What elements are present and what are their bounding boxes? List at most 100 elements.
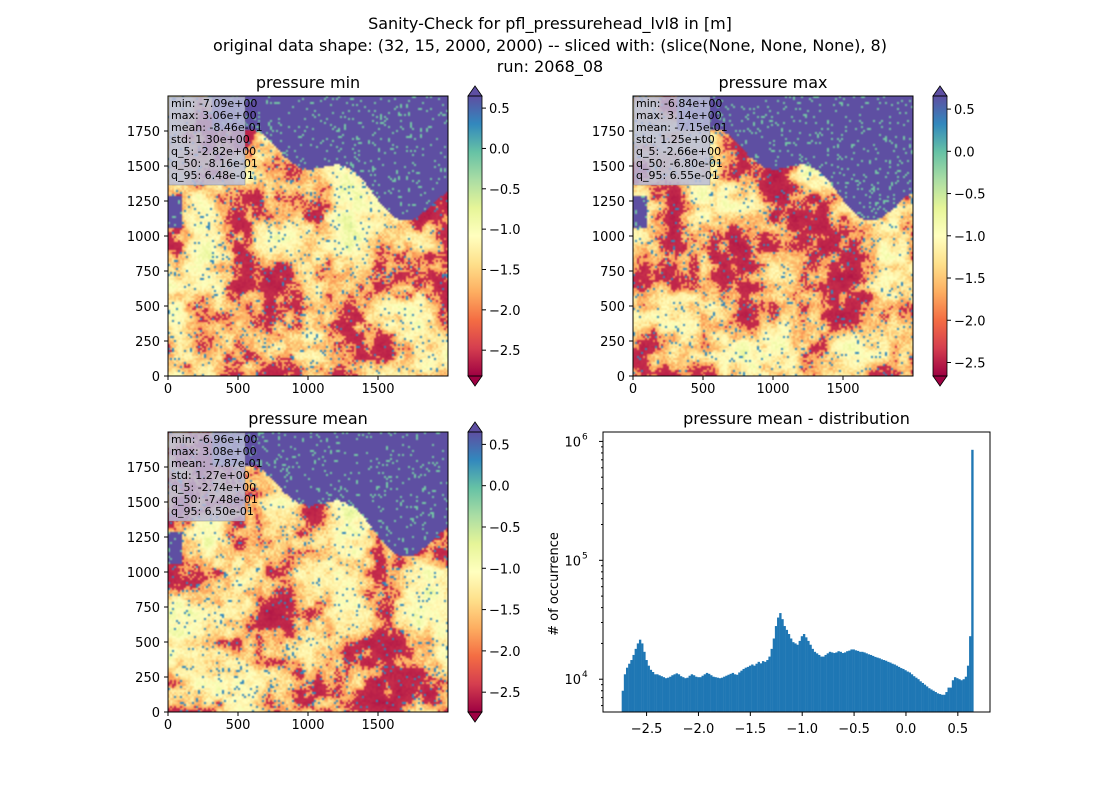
histogram-bar [757, 661, 760, 712]
histogram-bar [921, 682, 924, 712]
histogram-bar [846, 651, 849, 712]
histogram-bar [688, 675, 691, 712]
y-tick-label: 500 [135, 636, 160, 651]
histogram-bar [705, 672, 709, 712]
histogram-bar [906, 671, 909, 712]
colorbar-tick-label: −0.5 [954, 188, 986, 203]
y-tick-label: 500 [600, 300, 625, 315]
histogram-bar [658, 675, 661, 712]
histogram-bar [880, 659, 883, 712]
histogram-bar [742, 668, 745, 712]
histogram-bar [733, 674, 737, 712]
histogram-bar [723, 676, 726, 712]
colorbar-tick-label: 0.5 [489, 438, 510, 453]
histogram-bar [809, 644, 812, 712]
stats-box [168, 96, 246, 186]
stats-box [633, 96, 711, 186]
histogram-bar [772, 638, 776, 712]
histogram-bar [874, 656, 877, 712]
histogram-bar [684, 678, 687, 712]
suptitle-line-2: original data shape: (32, 15, 2000, 2000… [213, 36, 887, 55]
histogram-bar [673, 674, 676, 712]
y-tick-label: 1750 [127, 461, 160, 476]
histogram-bar [641, 643, 644, 712]
x-tick-label: −2.0 [683, 722, 715, 737]
stats-line: max: 3.08e+00 [171, 445, 257, 458]
histogram-bar [802, 634, 806, 712]
colorbar-tick-label: −2.5 [489, 686, 521, 701]
colorbar-extend-bottom [467, 375, 483, 387]
y-tick-label: 0 [152, 370, 160, 385]
histogram-bar [720, 677, 724, 712]
histogram-bar [699, 677, 702, 712]
histogram-bar [675, 673, 678, 712]
heatmap-panel-2: pressure max 0 500 1000 1500 0 250 500 750 1000 12… [592, 73, 986, 397]
histogram-bar [623, 674, 627, 712]
histogram-bar [779, 613, 782, 712]
histogram-bar [837, 651, 840, 712]
histogram-bar [960, 680, 963, 712]
y-tick-exponent: 5 [582, 551, 588, 561]
histogram-bar [638, 639, 642, 712]
histogram-bar [677, 674, 681, 712]
histogram-bar [958, 679, 961, 712]
histogram-bar [787, 634, 791, 712]
colorbar-tick-label: −0.5 [489, 183, 521, 198]
histogram-bar [740, 670, 743, 712]
stats-line: max: 3.14e+00 [636, 109, 722, 122]
colorbar-frame [467, 95, 483, 377]
histogram-bar [796, 644, 799, 712]
histogram-bar [876, 657, 879, 712]
y-tick-label: 500 [135, 300, 160, 315]
y-tick-label: 1750 [592, 125, 625, 140]
y-tick-label: 1000 [592, 230, 625, 245]
histogram-bar [925, 686, 929, 712]
y-tick-label: 10 [564, 673, 581, 688]
stats-line: q_95: 6.55e-01 [636, 169, 719, 182]
histogram-bar [751, 664, 754, 712]
histogram-bar [923, 684, 927, 712]
stats-line: min: -6.96e+00 [171, 433, 257, 446]
x-tick-label: 0 [164, 718, 172, 733]
histogram-bar [966, 665, 970, 712]
histogram-bar [928, 688, 931, 712]
histogram-bar [777, 617, 780, 712]
colorbar-tick-label: −1.0 [489, 562, 521, 577]
histogram-bar [785, 629, 789, 712]
histogram-bar [891, 663, 894, 712]
colorbar-tick-label: −2.5 [489, 344, 521, 359]
histogram-bar [900, 668, 903, 712]
histogram-bar [682, 677, 685, 712]
histogram-bar [703, 674, 707, 712]
histogram-bar [632, 654, 635, 712]
histogram-bar [768, 656, 771, 712]
histogram-bar [764, 661, 767, 712]
panel-title: pressure mean - distribution [683, 409, 910, 428]
histogram-bar [727, 674, 730, 712]
histogram-bar [953, 677, 957, 712]
colorbar-tick-label: 0.5 [954, 103, 975, 118]
histogram-bar [856, 650, 860, 712]
histogram-bar [941, 694, 944, 712]
histogram-bar [871, 655, 875, 712]
histogram-bar [660, 676, 663, 712]
histogram-bar [839, 651, 842, 712]
colorbar [933, 96, 947, 376]
histogram-bar [807, 640, 810, 712]
suptitle-line-3: run: 2068_08 [497, 57, 603, 77]
histogram-bar [664, 678, 668, 712]
colorbar [468, 432, 482, 712]
stats-line: max: 3.06e+00 [171, 109, 257, 122]
colorbar-tick-label: −1.0 [954, 230, 986, 245]
histogram-bar [729, 673, 732, 712]
histogram-bar [666, 677, 670, 712]
colorbar-tick-label: −2.0 [954, 314, 986, 329]
histogram-bar [867, 654, 871, 712]
histogram-bar [654, 674, 657, 712]
histogram-bar [908, 672, 912, 712]
histogram-bar [761, 661, 765, 712]
colorbar-tick-label: −1.0 [489, 223, 521, 238]
histogram-bar [869, 654, 873, 712]
colorbar-extend-top [932, 85, 948, 97]
colorbar-tick-label: 0.0 [489, 142, 510, 157]
